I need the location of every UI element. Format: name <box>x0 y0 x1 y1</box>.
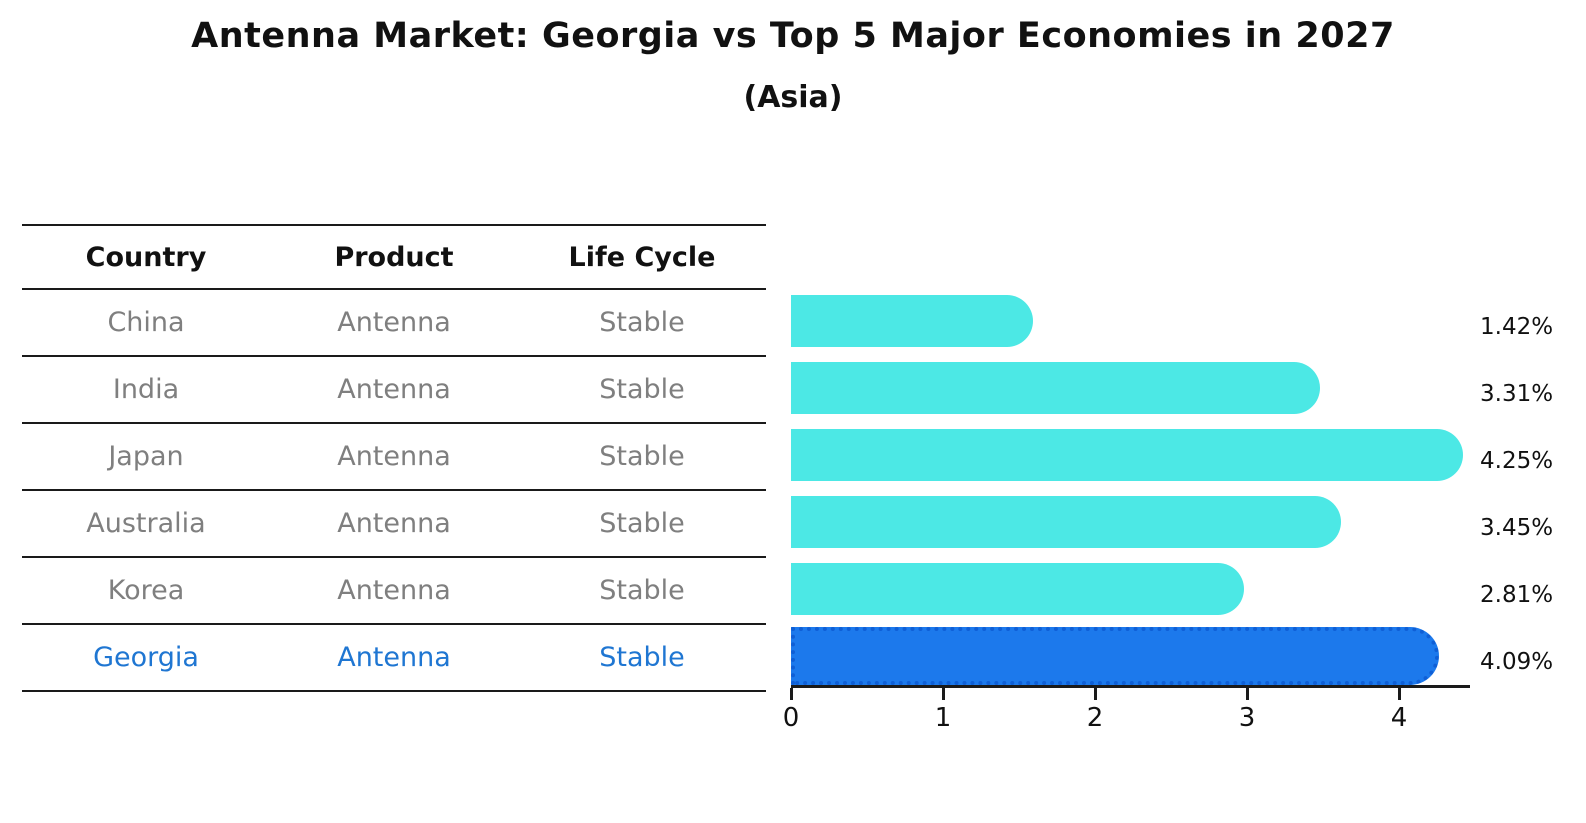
table-cell-product: Antenna <box>337 575 451 606</box>
table-cell-country: India <box>112 374 180 405</box>
table-header-product: Product <box>334 241 454 273</box>
table-header-country: Country <box>85 241 207 273</box>
table-cell-country: Australia <box>86 508 206 539</box>
x-axis-line <box>791 685 1470 688</box>
bar-value-label: 1.42% <box>1480 314 1554 340</box>
bar <box>791 295 1033 347</box>
x-axis-tick-label: 2 <box>1086 703 1104 733</box>
x-axis-tick <box>1398 688 1401 700</box>
country-table: Country Product Life Cycle China Antenna… <box>22 224 766 692</box>
table-row: Australia Antenna Stable <box>22 491 766 558</box>
table-cell-product: Antenna <box>337 642 451 673</box>
x-axis-tick-label: 1 <box>934 703 952 733</box>
bar <box>791 362 1320 414</box>
table-row: Korea Antenna Stable <box>22 558 766 625</box>
table-body: China Antenna Stable India Antenna Stabl… <box>22 290 766 692</box>
table-cell-product: Antenna <box>337 374 451 405</box>
table-header-lifecycle: Life Cycle <box>568 241 716 273</box>
table-cell-product: Antenna <box>337 307 451 338</box>
table-row: Georgia Antenna Stable <box>22 625 766 692</box>
table-cell-country: Georgia <box>93 642 199 673</box>
table-cell-country: Japan <box>108 441 184 472</box>
x-axis-tick <box>790 688 793 700</box>
bar <box>791 563 1244 615</box>
table-cell-product: Antenna <box>337 441 451 472</box>
table-cell-lifecycle: Stable <box>599 575 685 606</box>
bar-value-label: 3.31% <box>1480 381 1554 407</box>
table-cell-lifecycle: Stable <box>599 642 685 673</box>
table-cell-lifecycle: Stable <box>599 441 685 472</box>
bar <box>791 627 1439 685</box>
bar-value-label: 4.09% <box>1480 649 1554 675</box>
x-axis-tick-label: 4 <box>1390 703 1408 733</box>
table-cell-lifecycle: Stable <box>599 374 685 405</box>
x-axis-tick <box>942 688 945 700</box>
bar-value-label: 4.25% <box>1480 448 1554 474</box>
x-axis-tick <box>1246 688 1249 700</box>
chart-title: Antenna Market: Georgia vs Top 5 Major E… <box>191 16 1395 56</box>
table-cell-lifecycle: Stable <box>599 508 685 539</box>
bar-value-label: 2.81% <box>1480 582 1554 608</box>
x-axis-tick <box>1094 688 1097 700</box>
table-cell-country: China <box>107 307 185 338</box>
x-axis-tick-label: 0 <box>782 703 800 733</box>
table-cell-product: Antenna <box>337 508 451 539</box>
table-row: India Antenna Stable <box>22 357 766 424</box>
table-cell-lifecycle: Stable <box>599 307 685 338</box>
x-axis-tick-label: 3 <box>1238 703 1256 733</box>
bar-value-label: 3.45% <box>1480 515 1554 541</box>
table-row: China Antenna Stable <box>22 290 766 357</box>
table-row: Japan Antenna Stable <box>22 424 766 491</box>
chart-subtitle: (Asia) <box>743 80 843 115</box>
bar <box>791 496 1341 548</box>
bar <box>791 429 1463 481</box>
table-header-row: Country Product Life Cycle <box>22 226 766 290</box>
table-cell-country: Korea <box>107 575 185 606</box>
